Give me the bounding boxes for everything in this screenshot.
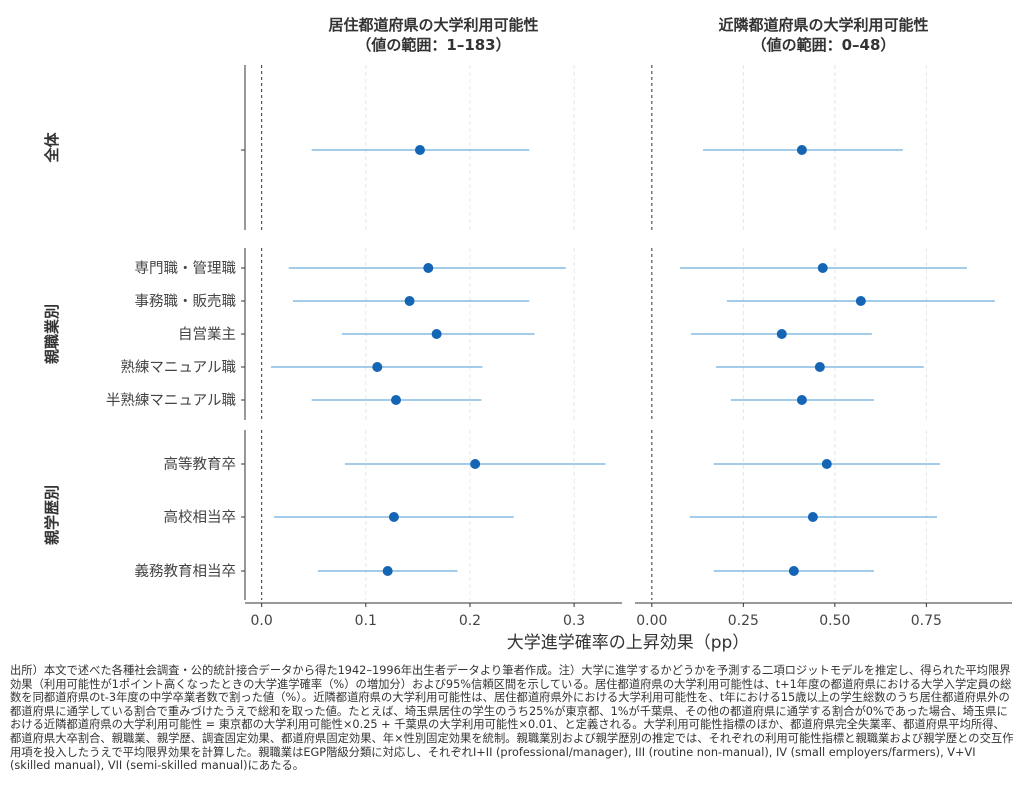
panel-title: 居住都道府県の大学利用可能性 [328, 16, 538, 34]
panel-title: 近隣都道府県の大学利用可能性 [718, 16, 928, 34]
facet-label: 全体 [43, 132, 61, 164]
y-tick-label: 義務教育相当卒 [135, 563, 237, 580]
y-tick-label: 半熟練マニュアル職 [106, 392, 237, 409]
x-tick-label: 0.2 [459, 613, 481, 629]
x-tick-label: 0.1 [355, 613, 377, 629]
y-tick-label: 専門職・管理職 [135, 260, 237, 277]
point-estimate [391, 395, 402, 405]
point-estimate [788, 566, 799, 576]
point-estimate [372, 362, 383, 372]
y-tick-label: 熟練マニュアル職 [120, 359, 236, 376]
x-tick-label: 0.50 [819, 613, 850, 629]
facet-label: 親職業別 [43, 304, 61, 364]
point-estimate [382, 566, 393, 576]
x-axis-label: 大学進学確率の上昇効果（pp） [507, 633, 750, 653]
point-estimate [821, 459, 832, 469]
point-estimate [404, 296, 415, 306]
point-estimate [814, 362, 825, 372]
panel-subtitle: （値の範囲：1–183） [356, 36, 510, 54]
point-estimate [388, 512, 399, 522]
coefficient-chart: 居住都道府県の大学利用可能性 （値の範囲：1–183） 近隣都道府県の大学利用可能性… [43, 16, 1012, 653]
point-estimate [807, 512, 818, 522]
y-tick-label: 自営業主 [178, 326, 236, 343]
y-tick-label: 高校相当卒 [164, 509, 237, 526]
x-tick-label: 0.75 [911, 613, 942, 629]
point-estimate [796, 395, 807, 405]
point-estimate [431, 329, 442, 339]
point-estimate [796, 145, 807, 155]
x-tick-label: 0.00 [636, 613, 667, 629]
figure-note: 出所）本文で述べた各種社会調査・公的統計接合データから得た1942–1996年出… [10, 664, 1014, 773]
x-tick-label: 0.3 [563, 613, 585, 629]
point-estimate [423, 263, 434, 273]
y-tick-label: 高等教育卒 [164, 455, 237, 473]
x-tick-label: 0.0 [251, 613, 273, 629]
x-tick-label: 0.25 [728, 613, 759, 629]
panel-subtitle: （値の範囲：0–48） [752, 36, 896, 54]
point-estimate [776, 329, 787, 339]
y-tick-label: 事務職・販売職 [135, 293, 237, 310]
facet-label: 親学歴別 [43, 485, 61, 545]
point-estimate [414, 145, 425, 155]
point-estimate [470, 459, 481, 469]
point-estimate [855, 296, 866, 306]
point-estimate [817, 263, 828, 273]
